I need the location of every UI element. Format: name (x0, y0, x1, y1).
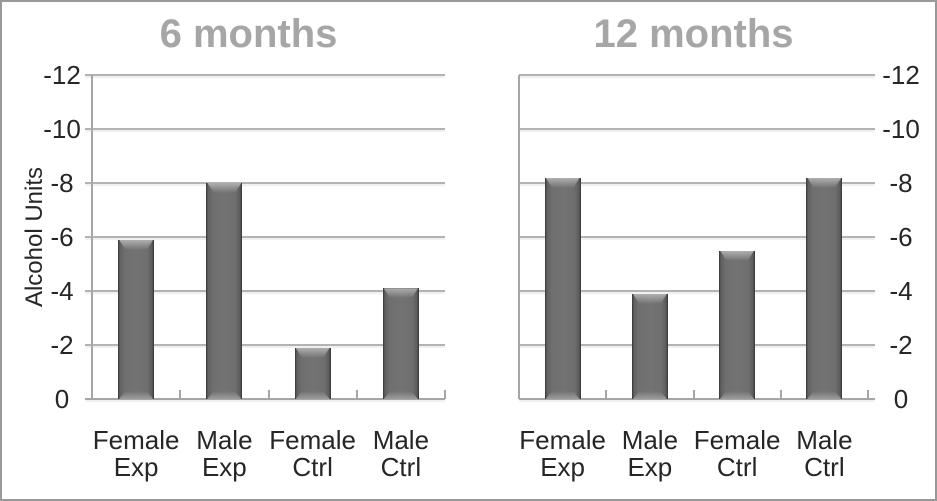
bar-male-exp (631, 293, 668, 399)
plot-area-6-months (85, 74, 446, 400)
gridline (85, 290, 445, 292)
gridline (85, 128, 445, 130)
y-tick-label: -4 (50, 276, 74, 306)
y-tick-label: -6 (50, 222, 74, 252)
y-axis-title: Alcohol Units (21, 166, 48, 308)
baseline (519, 398, 875, 400)
value-axis-line (91, 75, 93, 399)
gridline (85, 182, 445, 184)
y-tick-label: -6 (889, 222, 913, 252)
gridline (519, 182, 875, 184)
bar-male-exp (206, 183, 243, 399)
gridline (519, 290, 875, 292)
category-tick (867, 390, 869, 399)
gridline (85, 236, 445, 238)
value-axis-line (518, 75, 520, 399)
bar-female-exp (544, 177, 581, 399)
x-category-label-female-ctrl: Female Ctrl (693, 425, 781, 482)
category-tick (355, 390, 358, 399)
x-category-label-male-ctrl: Male Ctrl (372, 425, 430, 482)
y-tick-label: -12 (882, 60, 920, 90)
y-tick-label: 0 (54, 384, 70, 414)
bar-female-exp (118, 239, 155, 399)
x-category-label-female-exp: Female Exp (92, 425, 180, 482)
category-tick (605, 390, 608, 399)
bar-female-ctrl (294, 347, 331, 399)
gridline (85, 74, 445, 76)
baseline (85, 398, 445, 400)
category-tick (779, 390, 782, 399)
gridline (519, 236, 875, 238)
y-tick-label: -8 (50, 168, 74, 198)
y-tick-label: -4 (889, 276, 913, 306)
plot-area-12-months (518, 74, 875, 400)
x-category-label-male-ctrl: Male Ctrl (796, 425, 853, 482)
x-category-label-male-exp: Male Exp (196, 425, 253, 482)
category-tick (179, 390, 182, 399)
y-tick-label: -10 (43, 114, 81, 144)
bar-female-ctrl (719, 250, 756, 399)
category-tick (91, 390, 93, 399)
category-tick (267, 390, 270, 399)
gridline (519, 74, 875, 76)
chart-title-12-months: 12 months (593, 12, 794, 56)
chart-title-6-months: 6 months (159, 12, 338, 56)
gridline (85, 344, 445, 346)
category-tick (518, 390, 520, 399)
y-tick-label: -10 (882, 114, 920, 144)
gridline (519, 128, 875, 130)
category-tick (444, 390, 446, 399)
gridline (519, 344, 875, 346)
x-category-label-female-exp: Female Exp (519, 425, 606, 482)
y-tick-label: -2 (889, 330, 913, 360)
bar-male-ctrl (806, 177, 843, 399)
category-tick (692, 390, 695, 399)
y-tick-label: -12 (43, 60, 81, 90)
y-tick-label: -2 (50, 330, 74, 360)
x-category-label-male-exp: Male Exp (621, 425, 679, 482)
bar-male-ctrl (382, 288, 419, 399)
y-tick-label: -8 (889, 168, 913, 198)
x-category-label-female-ctrl: Female Ctrl (269, 425, 356, 482)
y-tick-label: 0 (893, 384, 909, 414)
